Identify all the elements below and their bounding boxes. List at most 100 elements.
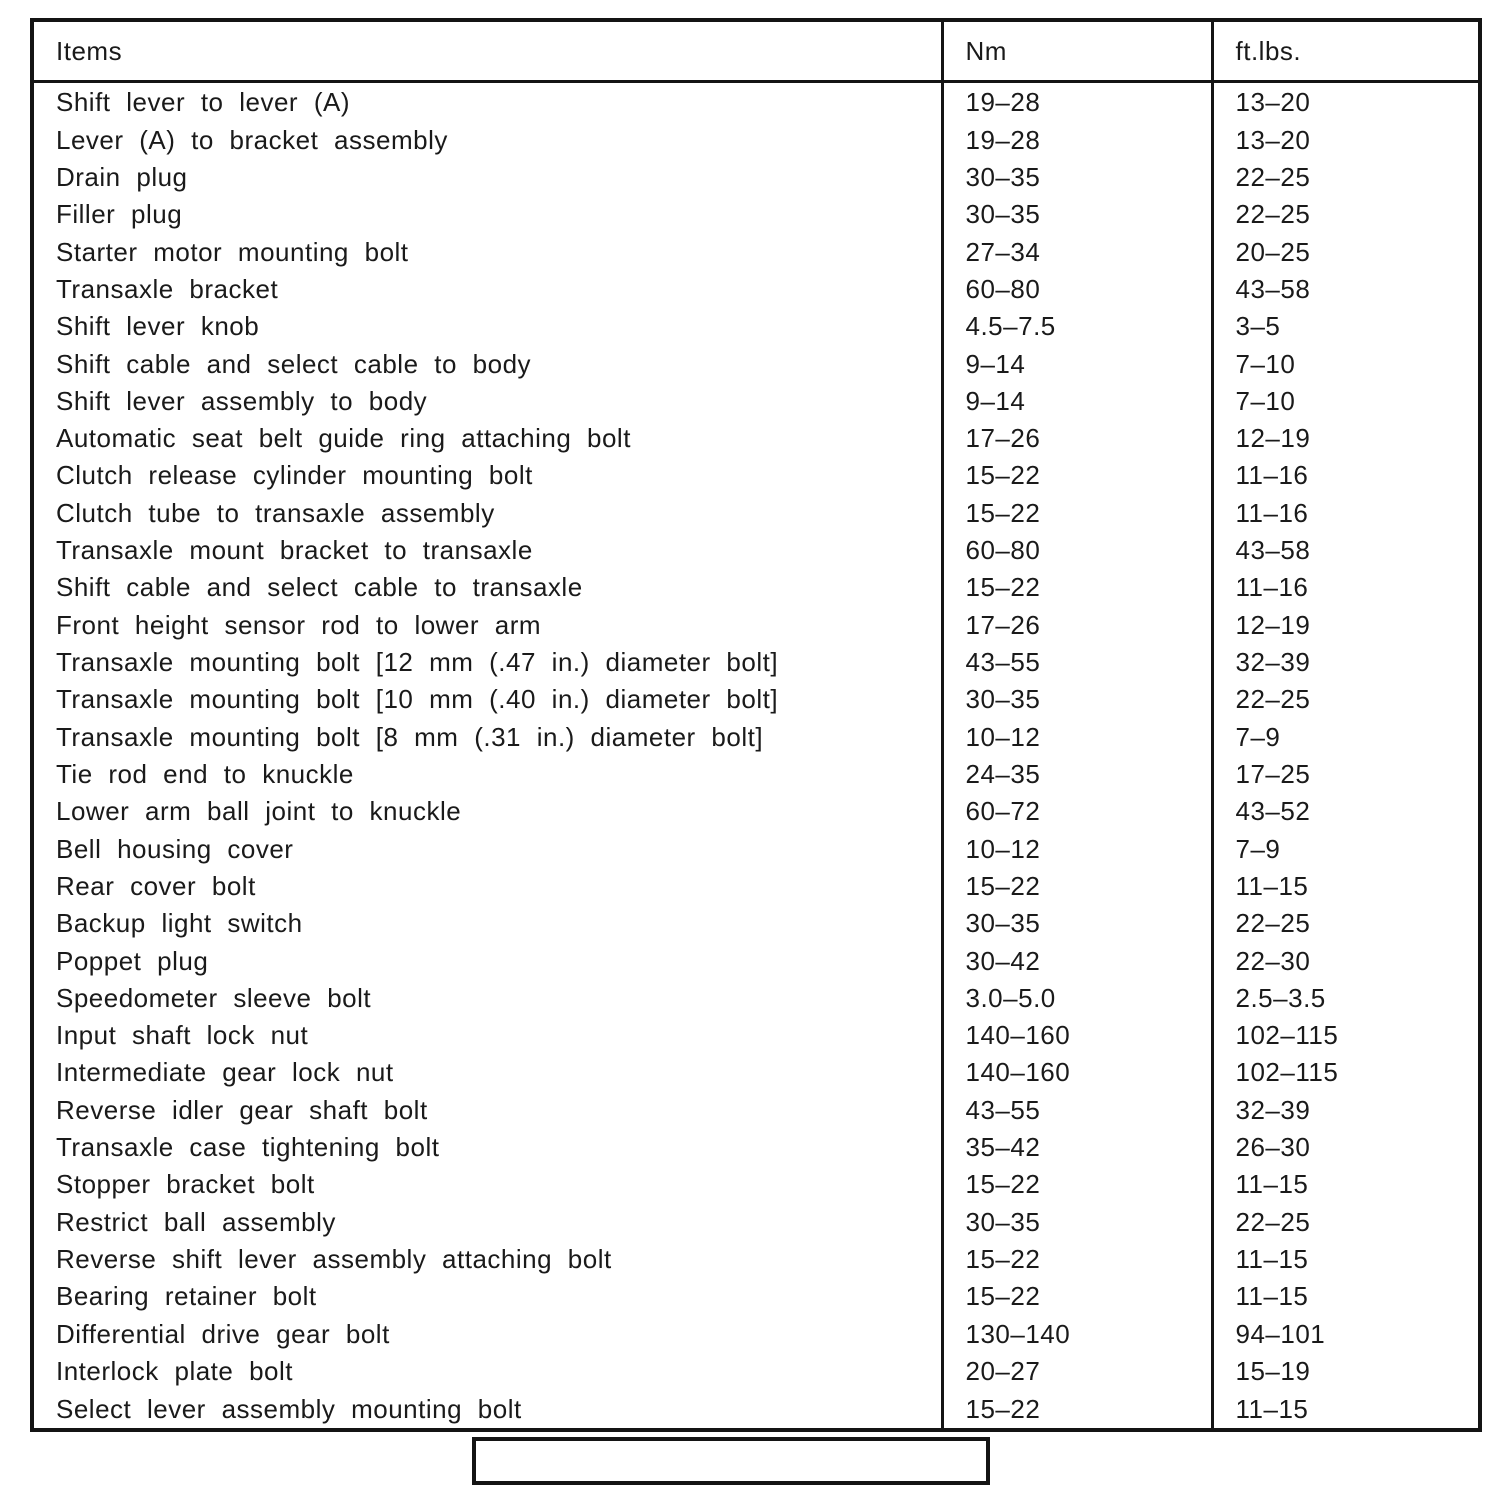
cell-item: Interlock plate bolt xyxy=(56,1355,294,1386)
cell-item: Starter motor mounting bolt xyxy=(56,236,409,267)
cell-item: Shift cable and select cable to body xyxy=(56,348,532,379)
cell-ftlbs: 11–16 xyxy=(1210,456,1480,495)
cell-ftlbs: 22–25 xyxy=(1210,904,1480,942)
table-row: Input shaft lock nut 140–160 102–115 xyxy=(32,1016,1480,1054)
table-row: Intermediate gear lock nut 140–160 102–115 xyxy=(32,1053,1480,1092)
cell-nm: 17–26 xyxy=(940,419,1212,457)
table-row: Automatic seat belt guide ring attaching… xyxy=(32,419,1480,457)
cell-ftlbs: 26–30 xyxy=(1210,1128,1480,1166)
table-row: Lower arm ball joint to knuckle 60–72 43–5… xyxy=(32,792,1480,830)
table-row: Bell housing cover 10–12 7–9 xyxy=(32,829,1480,868)
cell-nm: 15–22 xyxy=(940,494,1212,532)
cell-ftlbs: 12–19 xyxy=(1210,419,1480,457)
scanned-manual-page: Items Nm ft.lbs. Shift lever to lever (A… xyxy=(30,18,1482,1485)
cell-nm: 30–35 xyxy=(940,158,1212,196)
cell-item: Drain plug xyxy=(56,161,188,192)
table-row: Shift cable and select cable to transaxl… xyxy=(32,568,1480,607)
cell-item: Input shaft lock nut xyxy=(56,1020,309,1051)
cell-nm: 30–35 xyxy=(940,904,1212,942)
cell-nm: 130–140 xyxy=(940,1314,1212,1353)
column-header-ftlbs: ft.lbs. xyxy=(1210,20,1480,83)
cell-item: Lower arm ball joint to knuckle xyxy=(56,796,462,827)
cell-nm: 15–22 xyxy=(940,1277,1212,1315)
table-row: Tie rod end to knuckle 24–35 17–25 xyxy=(32,755,1480,793)
cell-item: Differential drive gear bolt xyxy=(56,1318,390,1349)
cell-ftlbs: 7–10 xyxy=(1210,344,1480,383)
table-row: Transaxle mount bracket to transaxle 60–8… xyxy=(32,531,1480,569)
table-row: Transaxle case tightening bolt 35–42 26–30 xyxy=(32,1128,1480,1166)
cell-nm: 15–22 xyxy=(940,1165,1212,1204)
cell-nm: 3.0–5.0 xyxy=(940,979,1212,1017)
cell-nm: 140–160 xyxy=(940,1053,1212,1092)
cell-nm: 15–22 xyxy=(940,456,1212,495)
table-row: Bearing retainer bolt 15–22 11–15 xyxy=(32,1277,1480,1315)
cell-nm: 15–22 xyxy=(940,867,1212,905)
cell-ftlbs: 22–25 xyxy=(1210,680,1480,718)
cell-item: Transaxle mounting bolt [8 mm (.31 in.) … xyxy=(56,721,764,752)
cell-ftlbs: 7–9 xyxy=(1210,717,1480,756)
cell-ftlbs: 94–101 xyxy=(1210,1314,1480,1353)
table-row: Shift cable and select cable to body 9–14… xyxy=(32,344,1480,383)
cell-nm: 15–22 xyxy=(940,1389,1212,1430)
cell-nm: 15–22 xyxy=(940,568,1212,607)
cell-nm: 30–35 xyxy=(940,680,1212,718)
cell-item: Transaxle bracket xyxy=(56,273,279,304)
cell-ftlbs: 11–15 xyxy=(1210,1240,1480,1278)
table-header-row: Items Nm ft.lbs. xyxy=(32,20,1480,83)
cell-ftlbs: 43–52 xyxy=(1210,792,1480,830)
cell-item: Transaxle mounting bolt [12 mm (.47 in.)… xyxy=(56,647,779,677)
cell-item: Rear cover bolt xyxy=(56,870,256,901)
cell-item: Stopper bracket bolt xyxy=(56,1169,315,1200)
table-row: Reverse shift lever assembly attaching b… xyxy=(32,1240,1480,1278)
cell-item: Transaxle mounting bolt [10 mm (.40 in.)… xyxy=(56,684,779,715)
cell-item: Clutch tube to transaxle assembly xyxy=(56,497,495,528)
cell-ftlbs: 11–16 xyxy=(1210,568,1480,607)
cell-ftlbs: 22–30 xyxy=(1210,941,1480,980)
cell-nm: 30–35 xyxy=(940,195,1212,233)
table-row: Transaxle mounting bolt [12 mm (.47 in.)… xyxy=(32,643,1480,681)
table-row: Clutch tube to transaxle assembly 15–22 11… xyxy=(32,494,1480,532)
table-row: Stopper bracket bolt 15–22 11–15 xyxy=(32,1165,1480,1204)
cell-ftlbs: 20–25 xyxy=(1210,232,1480,271)
cell-item: Backup light switch xyxy=(56,908,303,939)
cell-ftlbs: 43–58 xyxy=(1210,270,1480,308)
table-row: Clutch release cylinder mounting bolt 15–… xyxy=(32,456,1480,495)
cell-nm: 9–14 xyxy=(940,344,1212,383)
table-row: Transaxle mounting bolt [10 mm (.40 in.)… xyxy=(32,680,1480,718)
cell-ftlbs: 32–39 xyxy=(1210,1091,1480,1129)
cell-item: Filler plug xyxy=(56,199,183,230)
torque-table-body: Shift lever to lever (A) 19–28 13–20 Lever … xyxy=(32,81,1480,1430)
cell-ftlbs: 2.5–3.5 xyxy=(1210,979,1480,1017)
table-row: Lever (A) to bracket assembly 19–28 13–20 xyxy=(32,120,1480,159)
cell-item: Bell housing cover xyxy=(56,833,294,864)
table-row: Backup light switch 30–35 22–25 xyxy=(32,904,1480,942)
cell-nm: 10–12 xyxy=(940,717,1212,756)
table-row: Rear cover bolt 15–22 11–15 xyxy=(32,867,1480,905)
cell-item: Restrict ball assembly xyxy=(56,1206,336,1237)
cell-ftlbs: 11–16 xyxy=(1210,494,1480,532)
cell-ftlbs: 11–15 xyxy=(1210,1165,1480,1204)
cell-item: Shift lever assembly to body xyxy=(56,385,428,416)
table-row: Shift lever knob 4.5–7.5 3–5 xyxy=(32,307,1480,345)
cell-nm: 20–27 xyxy=(940,1352,1212,1390)
cell-nm: 15–22 xyxy=(940,1240,1212,1278)
cell-nm: 60–80 xyxy=(940,270,1212,308)
cell-ftlbs: 13–20 xyxy=(1210,81,1480,121)
table-row: Restrict ball assembly 30–35 22–25 xyxy=(32,1203,1480,1241)
cell-item: Bearing retainer bolt xyxy=(56,1281,317,1312)
cell-nm: 24–35 xyxy=(940,755,1212,793)
cell-ftlbs: 11–15 xyxy=(1210,1277,1480,1315)
table-row: Front height sensor rod to lower arm 17–2… xyxy=(32,606,1480,644)
next-table-fragment xyxy=(472,1437,990,1485)
cell-ftlbs: 15–19 xyxy=(1210,1352,1480,1390)
table-row: Speedometer sleeve bolt 3.0–5.0 2.5–3.5 xyxy=(32,979,1480,1017)
cell-ftlbs: 43–58 xyxy=(1210,531,1480,569)
table-row: Reverse idler gear shaft bolt 43–55 32–39 xyxy=(32,1091,1480,1129)
cell-ftlbs: 22–25 xyxy=(1210,1203,1480,1241)
cell-ftlbs: 11–15 xyxy=(1210,1389,1480,1430)
table-row: Shift lever to lever (A) 19–28 13–20 xyxy=(32,81,1480,121)
cell-ftlbs: 7–9 xyxy=(1210,829,1480,868)
cell-item: Reverse idler gear shaft bolt xyxy=(56,1094,428,1125)
cell-item: Shift lever knob xyxy=(56,311,260,342)
cell-item: Transaxle case tightening bolt xyxy=(56,1132,440,1163)
